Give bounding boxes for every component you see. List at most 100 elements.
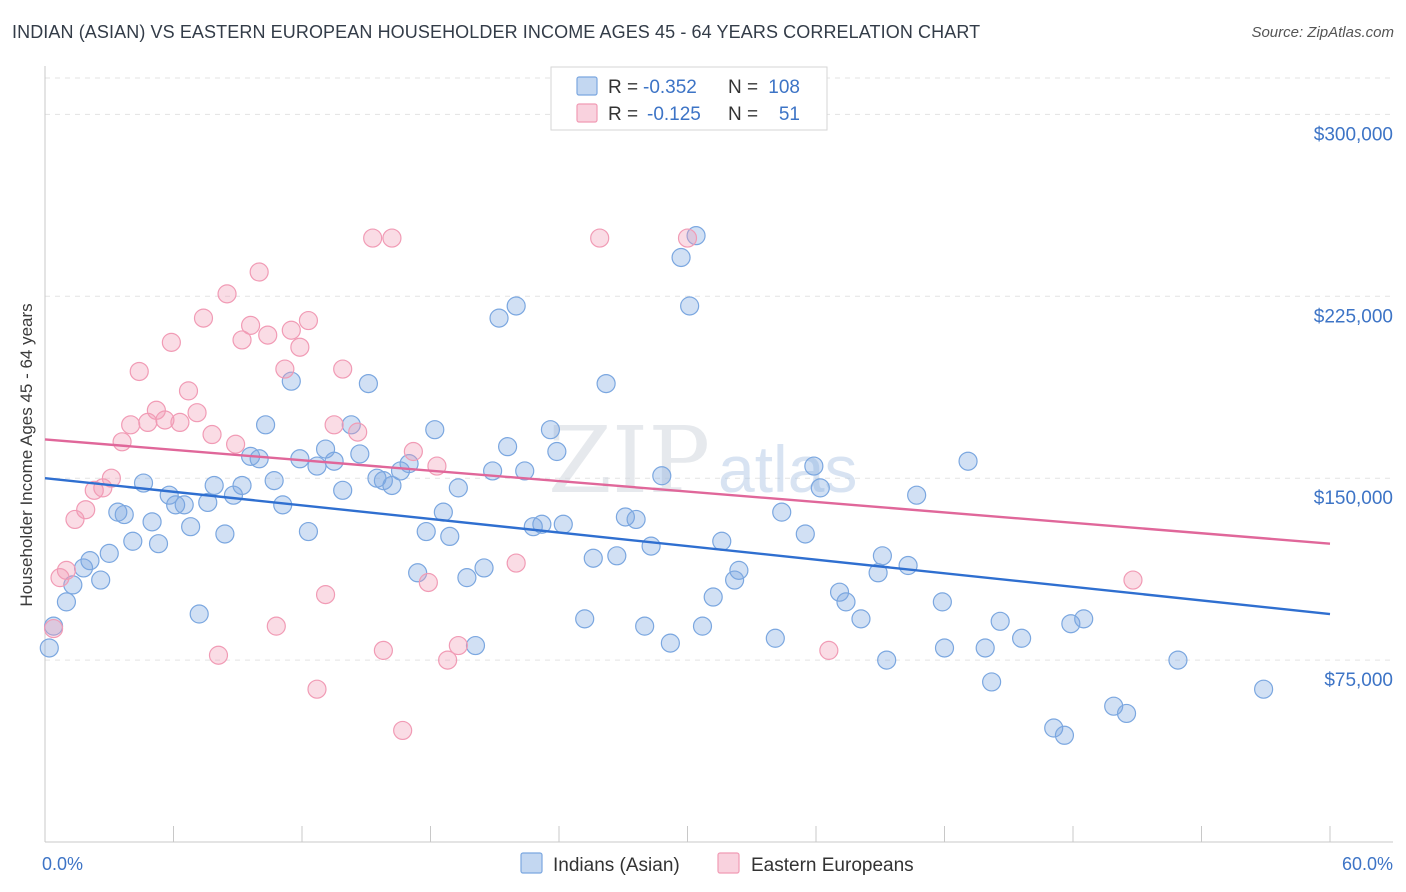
data-point-indians-37 — [350, 444, 370, 464]
data-point-indians-93 — [907, 485, 927, 505]
data-point-eastern-33 — [315, 585, 336, 605]
data-point-indians-101 — [1044, 718, 1064, 738]
data-point-indians-103 — [1061, 614, 1081, 634]
trend-lines — [44, 438, 1331, 616]
axes — [44, 66, 1393, 843]
y-tick-labels: $75,000 $150,000 $225,000 $300,000 — [1314, 124, 1393, 691]
y-tick-label-3: $300,000 — [1314, 124, 1393, 145]
data-point-indians-60 — [540, 420, 561, 440]
data-point-indians-20 — [204, 475, 224, 496]
data-point-eastern-38 — [373, 640, 393, 660]
data-point-indians-17 — [181, 517, 201, 537]
data-point-indians-51 — [465, 635, 486, 656]
data-point-eastern-35 — [333, 359, 353, 379]
legend-swatch-eastern — [576, 103, 598, 123]
data-point-eastern-17 — [187, 403, 207, 423]
legend-swatch-indians — [576, 76, 598, 96]
data-point-indians-52 — [474, 558, 494, 578]
data-point-indians-94 — [932, 592, 952, 612]
watermark-atlas: atlas — [718, 432, 857, 506]
data-point-indians-49 — [448, 478, 468, 498]
data-point-indians-21 — [215, 524, 235, 544]
data-point-indians-12 — [142, 512, 162, 532]
data-point-indians-68 — [626, 509, 646, 530]
data-point-eastern-44 — [438, 650, 458, 670]
data-point-eastern-49 — [819, 640, 839, 660]
data-point-eastern-7 — [101, 468, 121, 488]
data-point-indians-88 — [851, 609, 871, 629]
data-point-eastern-10 — [129, 361, 149, 382]
legend-r-label-indians: R = — [608, 77, 638, 98]
data-point-eastern-0 — [43, 618, 64, 639]
data-point-indians-54 — [489, 308, 509, 328]
data-point-indians-46 — [425, 420, 445, 440]
data-point-indians-95 — [934, 638, 955, 658]
data-point-indians-87 — [836, 592, 856, 612]
legend-r-value-eastern: -0.125 — [647, 104, 701, 125]
data-point-eastern-37 — [363, 228, 383, 248]
data-point-eastern-9 — [121, 415, 141, 435]
data-point-eastern-21 — [217, 284, 237, 304]
data-point-indians-82 — [772, 502, 792, 522]
data-point-eastern-4 — [76, 500, 96, 520]
data-point-indians-66 — [607, 546, 627, 566]
y-tick-label-0: $75,000 — [1324, 670, 1393, 691]
trend-line-indians — [44, 476, 1331, 616]
data-point-eastern-23 — [232, 330, 252, 350]
data-point-indians-27 — [264, 471, 284, 491]
data-point-indians-84 — [804, 456, 824, 476]
data-point-indians-73 — [671, 247, 691, 268]
data-point-indians-98 — [982, 672, 1002, 692]
data-point-indians-91 — [877, 650, 897, 670]
data-point-indians-96 — [958, 451, 978, 471]
data-point-eastern-45 — [448, 635, 468, 656]
legend-n-label-indians: N = — [728, 77, 758, 98]
data-point-indians-70 — [641, 536, 661, 556]
data-point-eastern-30 — [290, 337, 310, 357]
data-point-eastern-31 — [298, 310, 319, 331]
legend-r-value-indians: -0.352 — [643, 77, 697, 98]
data-point-indians-104 — [1074, 609, 1094, 629]
data-points — [39, 226, 1274, 745]
data-point-eastern-41 — [403, 441, 423, 462]
legend-n-value-indians: 108 — [768, 77, 800, 98]
y-tick-label-2: $225,000 — [1314, 306, 1393, 327]
legend-n-label-eastern: N = — [728, 104, 758, 125]
watermark-zip: ZIP — [548, 407, 710, 514]
data-point-eastern-47 — [590, 228, 610, 248]
data-point-indians-85 — [810, 478, 830, 498]
data-point-indians-9 — [114, 504, 134, 525]
data-point-indians-65 — [596, 374, 616, 394]
data-point-indians-92 — [898, 555, 918, 576]
trend-line-eastern — [44, 438, 1331, 545]
gridlines — [45, 77, 1393, 661]
data-point-indians-50 — [457, 568, 477, 588]
data-point-indians-36 — [341, 415, 361, 435]
data-point-indians-61 — [547, 441, 567, 462]
data-point-indians-26 — [255, 415, 276, 435]
x-tick-labels: 0.0% 60.0% — [42, 854, 1393, 874]
data-point-eastern-34 — [324, 415, 344, 435]
bottom-legend: Indians (Asian) Eastern Europeans — [520, 852, 914, 876]
data-point-eastern-29 — [281, 320, 301, 340]
data-point-eastern-3 — [65, 509, 85, 530]
top-legend: R = -0.352 N = 108 R = -0.125 N = 51 — [550, 66, 828, 131]
data-point-indians-10 — [123, 531, 143, 551]
data-point-indians-107 — [1168, 650, 1188, 670]
data-point-indians-79 — [725, 570, 745, 590]
data-point-indians-74 — [680, 296, 700, 316]
data-point-indians-106 — [1116, 703, 1137, 724]
data-point-indians-38 — [358, 374, 378, 394]
data-point-eastern-15 — [170, 412, 190, 433]
data-point-indians-31 — [298, 521, 319, 542]
legend-r-label-eastern: R = — [608, 104, 638, 125]
data-point-indians-23 — [232, 475, 252, 496]
data-point-indians-71 — [652, 466, 672, 486]
data-point-indians-7 — [99, 543, 119, 563]
data-point-indians-45 — [416, 521, 436, 542]
data-point-eastern-39 — [382, 228, 402, 248]
data-point-indians-83 — [795, 524, 815, 544]
data-point-indians-100 — [1011, 628, 1032, 648]
data-point-indians-35 — [333, 480, 353, 500]
